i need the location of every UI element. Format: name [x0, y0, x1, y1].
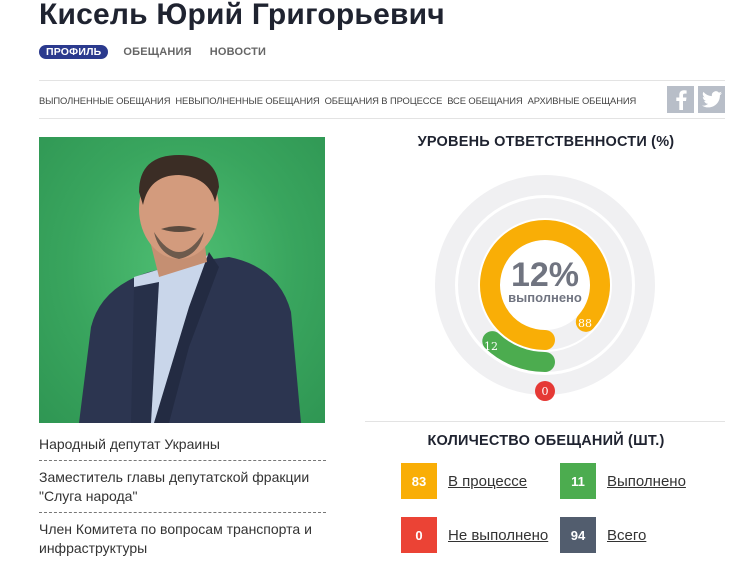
count-badge: 94: [560, 517, 596, 553]
stat-link[interactable]: Выполнено: [607, 472, 686, 490]
divider: [39, 80, 725, 81]
stat-link[interactable]: Всего: [607, 526, 647, 544]
subnav-all[interactable]: ВСЕ ОБЕЩАНИЯ: [447, 95, 523, 106]
profile-tabs: ПРОФИЛЬ ОБЕЩАНИЯ НОВОСТИ: [39, 45, 284, 59]
responsibility-chart: 12% выполнено 88 12 0: [425, 150, 665, 410]
arc-done: [482, 331, 555, 372]
twitter-icon: [701, 91, 722, 108]
stat-link[interactable]: Не выполнено: [448, 526, 549, 544]
facebook-share-button[interactable]: [667, 86, 694, 113]
twitter-share-button[interactable]: [698, 86, 725, 113]
tab-profile[interactable]: ПРОФИЛЬ: [39, 45, 109, 59]
dot-not-done: [535, 381, 555, 401]
facebook-icon: [675, 89, 687, 110]
tab-promises[interactable]: ОБЕЩАНИЯ: [123, 46, 192, 58]
page-title: Кисель Юрий Григорьевич: [39, 0, 445, 31]
deputy-photo: [39, 137, 325, 423]
label-in-progress: 88: [578, 317, 592, 330]
stat-done[interactable]: 11 Выполнено: [560, 463, 686, 499]
subnav-not-completed[interactable]: НЕВЫПОЛНЕННЫЕ ОБЕЩАНИЯ: [175, 95, 320, 106]
divider: [39, 118, 725, 119]
counts-title: КОЛИЧЕСТВО ОБЕЩАНИЙ (ШТ.): [427, 433, 665, 449]
subnav-archived[interactable]: АРХИВНЫЕ ОБЕЩАНИЯ: [527, 95, 637, 106]
role-item: Член Комитета по вопросам транспорта и и…: [39, 521, 312, 556]
stat-total[interactable]: 94 Всего: [560, 517, 646, 553]
portrait-illustration: [79, 155, 301, 423]
arc-in-progress: [480, 220, 610, 350]
tab-news[interactable]: НОВОСТИ: [209, 46, 267, 58]
stat-link[interactable]: В процессе: [448, 472, 528, 490]
promises-subnav: ВЫПОЛНЕННЫЕ ОБЕЩАНИЯ НЕВЫПОЛНЕННЫЕ ОБЕЩА…: [39, 95, 641, 106]
stat-not-done[interactable]: 0 Не выполнено: [401, 517, 548, 553]
role-item: Народный депутат Украины: [39, 428, 326, 461]
subnav-in-progress[interactable]: ОБЕЩАНИЯ В ПРОЦЕССЕ: [324, 95, 443, 106]
count-badge: 11: [560, 463, 596, 499]
label-not-done: 0: [542, 385, 549, 398]
stat-in-progress[interactable]: 83 В процессе: [401, 463, 527, 499]
center-percent: 12%: [511, 256, 579, 294]
label-done: 12: [484, 340, 498, 353]
count-badge: 83: [401, 463, 437, 499]
responsibility-title: УРОВЕНЬ ОТВЕТСТВЕННОСТИ (%): [417, 134, 675, 150]
subnav-completed[interactable]: ВЫПОЛНЕННЫЕ ОБЕЩАНИЯ: [39, 95, 171, 106]
count-badge: 0: [401, 517, 437, 553]
roles-list: Народный депутат Украины Заместитель гла…: [39, 428, 326, 564]
role-item: Заместитель главы депутатской фракции "С…: [39, 461, 326, 513]
divider: [365, 421, 725, 422]
center-label: выполнено: [508, 290, 582, 305]
